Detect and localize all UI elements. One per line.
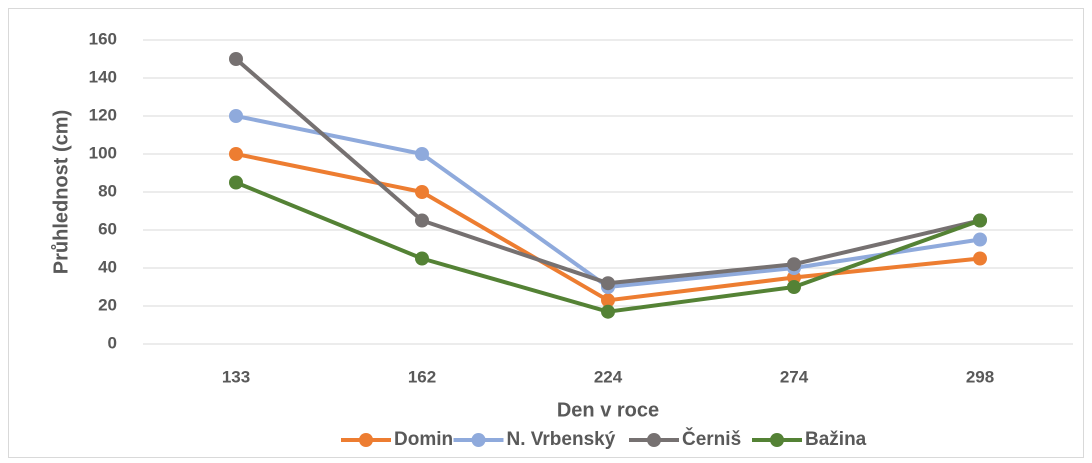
y-tick-label: 60 xyxy=(98,219,117,238)
data-point xyxy=(229,109,243,123)
data-point xyxy=(973,232,987,247)
data-point xyxy=(973,213,987,228)
data-point xyxy=(787,257,801,272)
y-tick-label: 20 xyxy=(98,295,117,314)
y-tick-label: 80 xyxy=(98,181,117,200)
data-point xyxy=(229,147,243,161)
data-point xyxy=(601,293,615,308)
chart-frame xyxy=(8,8,1084,458)
x-tick-label: 224 xyxy=(594,367,623,386)
legend-label: Bažina xyxy=(805,429,867,450)
y-axis-title: Průhlednost (cm) xyxy=(50,110,72,274)
data-point xyxy=(415,251,429,266)
x-axis-title: Den v roce xyxy=(557,399,659,421)
y-tick-label: 120 xyxy=(89,105,117,124)
y-tick-label: 40 xyxy=(98,257,117,276)
data-point xyxy=(415,147,429,161)
y-tick-label: 0 xyxy=(108,333,117,352)
data-point xyxy=(415,185,429,199)
x-tick-label: 274 xyxy=(780,367,809,386)
legend-marker xyxy=(770,433,784,447)
y-tick-label: 140 xyxy=(89,67,117,86)
legend-label: Černiš xyxy=(682,428,741,450)
x-tick-label: 298 xyxy=(966,367,994,386)
legend-label: Domin xyxy=(394,429,453,450)
x-tick-label: 162 xyxy=(408,367,436,386)
data-point xyxy=(415,213,429,228)
data-point xyxy=(973,251,987,266)
data-point xyxy=(601,304,615,319)
data-point xyxy=(787,280,801,294)
data-point xyxy=(229,52,243,66)
x-tick-label: 133 xyxy=(222,367,250,386)
data-point xyxy=(229,175,243,190)
legend-marker xyxy=(359,433,373,447)
y-tick-label: 160 xyxy=(89,29,117,48)
legend-label: N. Vrbenský xyxy=(507,429,616,450)
y-tick-label: 100 xyxy=(89,143,117,162)
legend-marker xyxy=(471,433,486,447)
legend-marker xyxy=(647,433,661,447)
data-point xyxy=(601,276,615,291)
